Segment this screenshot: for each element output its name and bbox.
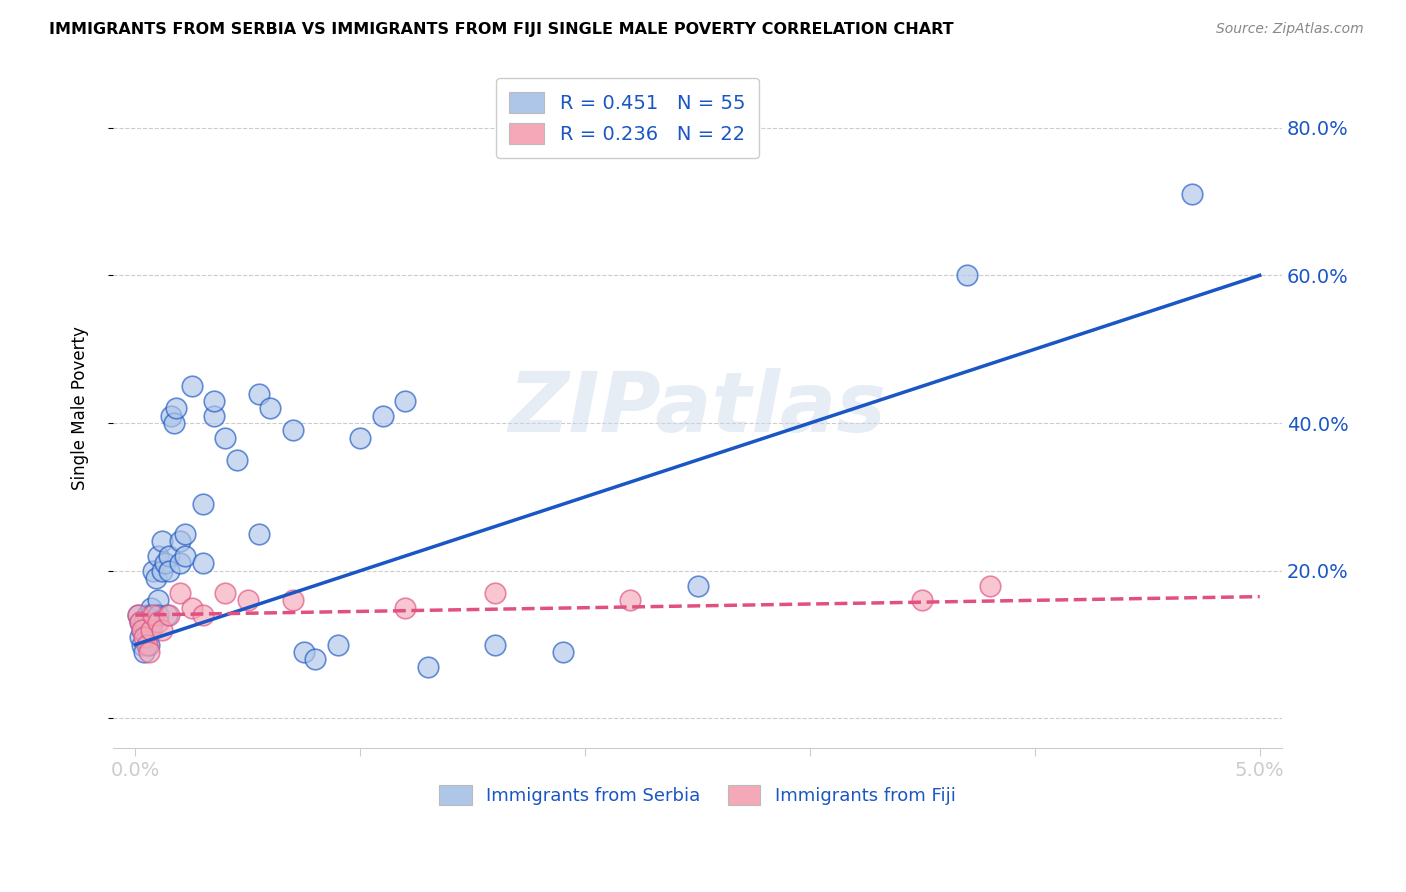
Point bbox=[142, 615, 165, 630]
Point bbox=[139, 608, 162, 623]
Point bbox=[180, 600, 202, 615]
Point bbox=[135, 608, 157, 623]
Point bbox=[165, 401, 187, 416]
Point bbox=[326, 638, 349, 652]
Point bbox=[686, 578, 709, 592]
Point bbox=[157, 549, 180, 563]
Point bbox=[1181, 187, 1204, 202]
Point bbox=[146, 615, 169, 630]
Point bbox=[127, 608, 149, 623]
Point bbox=[138, 638, 160, 652]
Point bbox=[225, 453, 247, 467]
Point bbox=[142, 564, 165, 578]
Point bbox=[236, 593, 259, 607]
Text: IMMIGRANTS FROM SERBIA VS IMMIGRANTS FROM FIJI SINGLE MALE POVERTY CORRELATION C: IMMIGRANTS FROM SERBIA VS IMMIGRANTS FRO… bbox=[49, 22, 953, 37]
Point bbox=[259, 401, 281, 416]
Point bbox=[160, 409, 183, 423]
Point bbox=[146, 549, 169, 563]
Point bbox=[146, 608, 169, 623]
Point bbox=[145, 571, 167, 585]
Point bbox=[146, 593, 169, 607]
Point bbox=[135, 638, 157, 652]
Point bbox=[214, 431, 236, 445]
Text: ZIPatlas: ZIPatlas bbox=[509, 368, 886, 449]
Point bbox=[131, 638, 153, 652]
Point bbox=[131, 623, 153, 637]
Point bbox=[191, 557, 214, 571]
Point bbox=[150, 534, 173, 549]
Point bbox=[214, 586, 236, 600]
Point bbox=[134, 615, 156, 630]
Point bbox=[139, 600, 162, 615]
Point bbox=[551, 645, 574, 659]
Point bbox=[128, 615, 150, 630]
Point bbox=[157, 564, 180, 578]
Y-axis label: Single Male Poverty: Single Male Poverty bbox=[72, 326, 89, 491]
Point bbox=[153, 557, 176, 571]
Point bbox=[979, 578, 1001, 592]
Point bbox=[191, 497, 214, 511]
Point bbox=[911, 593, 934, 607]
Point bbox=[202, 393, 225, 408]
Point bbox=[134, 645, 156, 659]
Text: Source: ZipAtlas.com: Source: ZipAtlas.com bbox=[1216, 22, 1364, 37]
Point bbox=[127, 608, 149, 623]
Point bbox=[956, 268, 979, 283]
Point bbox=[134, 630, 156, 644]
Point bbox=[128, 630, 150, 644]
Point bbox=[169, 557, 191, 571]
Point bbox=[371, 409, 394, 423]
Point bbox=[142, 608, 165, 623]
Point bbox=[173, 526, 195, 541]
Point bbox=[247, 526, 270, 541]
Point bbox=[138, 645, 160, 659]
Point bbox=[180, 379, 202, 393]
Point bbox=[169, 586, 191, 600]
Point bbox=[128, 615, 150, 630]
Point bbox=[619, 593, 641, 607]
Point bbox=[484, 638, 506, 652]
Point bbox=[292, 645, 315, 659]
Point bbox=[349, 431, 371, 445]
Point bbox=[150, 623, 173, 637]
Point bbox=[135, 630, 157, 644]
Point bbox=[157, 608, 180, 623]
Point bbox=[484, 586, 506, 600]
Point bbox=[394, 393, 416, 408]
Point bbox=[304, 652, 326, 666]
Point bbox=[394, 600, 416, 615]
Point bbox=[138, 623, 160, 637]
Point bbox=[281, 593, 304, 607]
Point bbox=[247, 386, 270, 401]
Point bbox=[131, 623, 153, 637]
Point bbox=[162, 416, 184, 430]
Point bbox=[139, 623, 162, 637]
Point bbox=[169, 534, 191, 549]
Point bbox=[156, 608, 179, 623]
Legend: Immigrants from Serbia, Immigrants from Fiji: Immigrants from Serbia, Immigrants from … bbox=[430, 776, 965, 814]
Point bbox=[173, 549, 195, 563]
Point bbox=[416, 660, 439, 674]
Point bbox=[202, 409, 225, 423]
Point bbox=[191, 608, 214, 623]
Point bbox=[150, 564, 173, 578]
Point bbox=[281, 424, 304, 438]
